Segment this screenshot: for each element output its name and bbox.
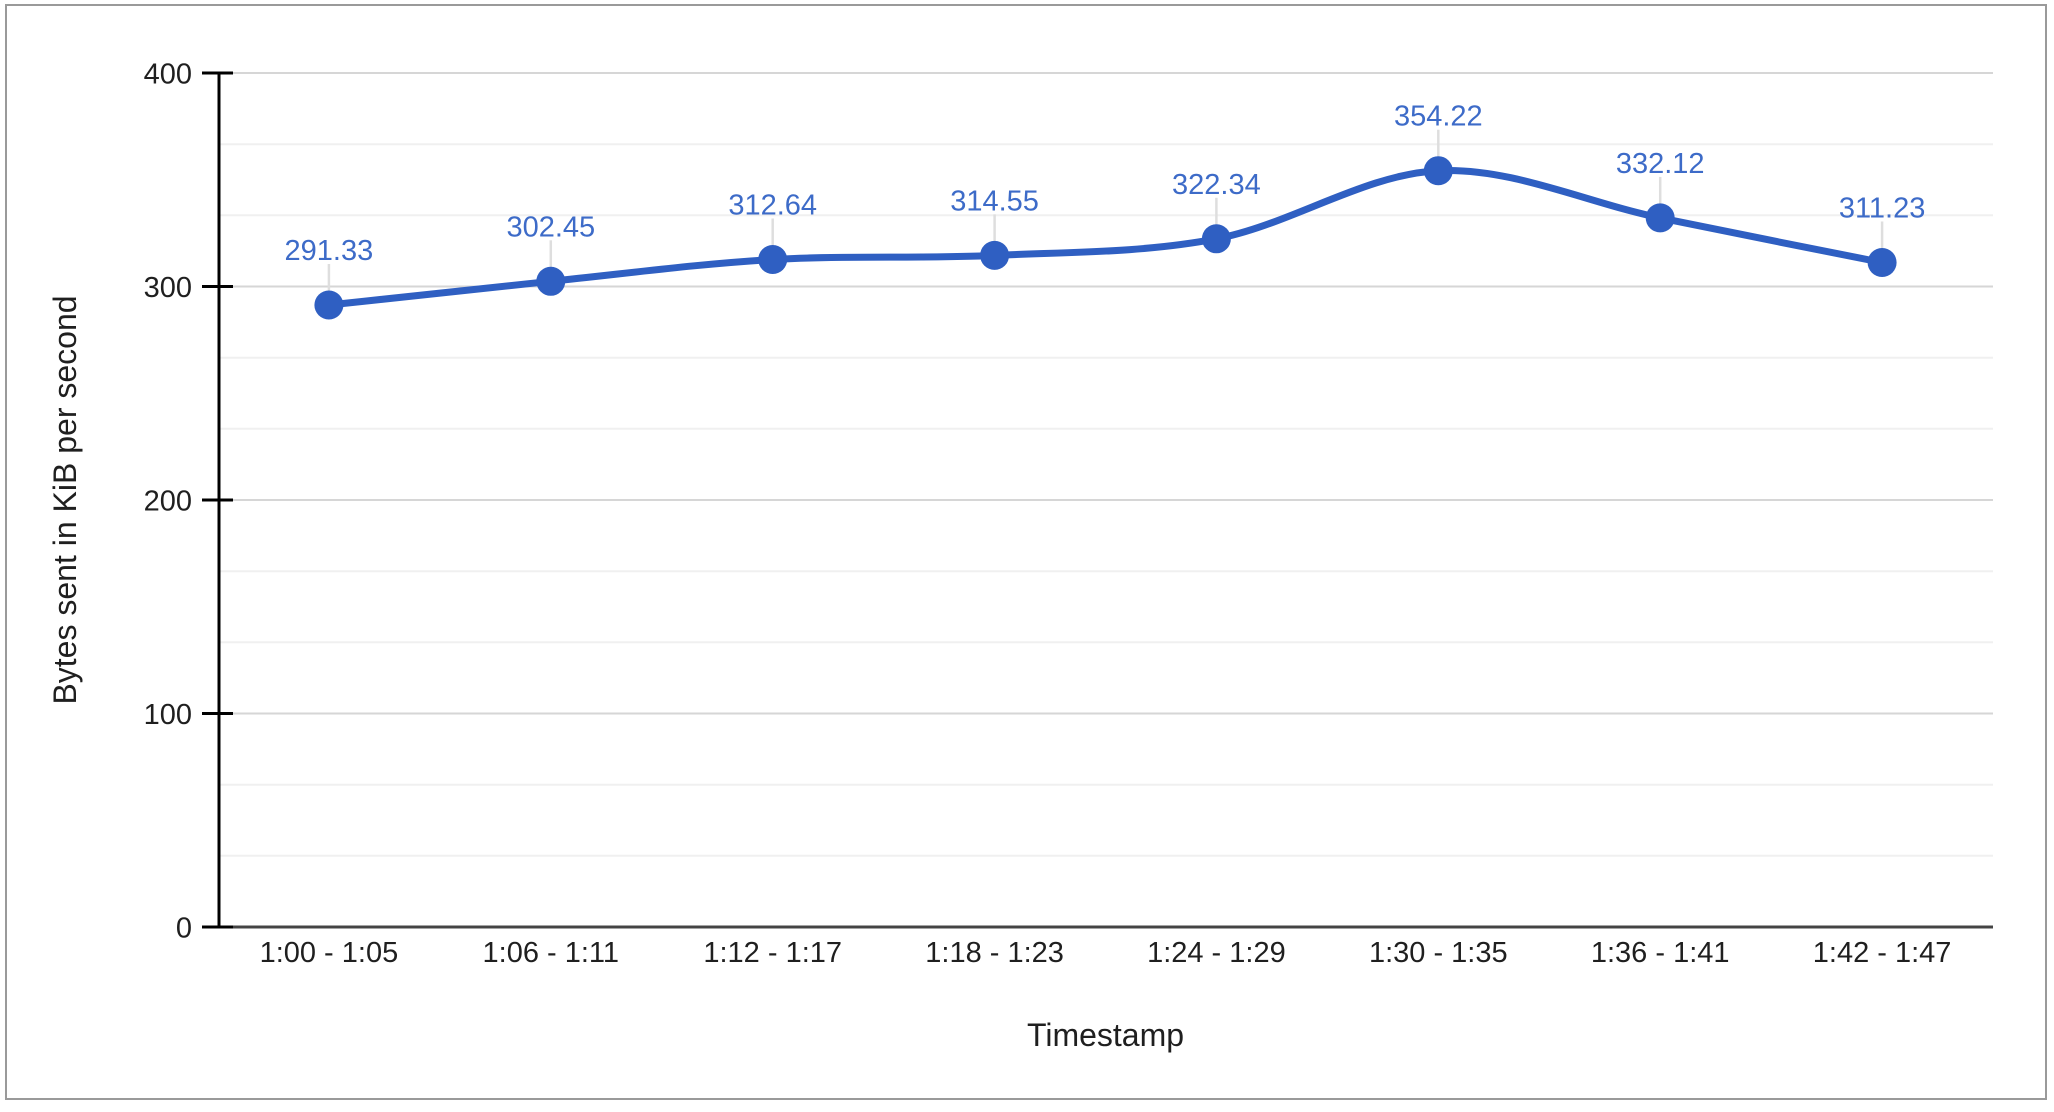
x-tick-label: 1:36 - 1:41 — [1591, 937, 1730, 969]
x-tick-label: 1:00 - 1:05 — [260, 937, 399, 969]
point-value-label: 291.33 — [285, 235, 374, 267]
series-points — [314, 156, 1897, 320]
data-point[interactable] — [1867, 248, 1897, 277]
data-point[interactable] — [1423, 156, 1453, 186]
x-tick-label: 1:06 - 1:11 — [483, 937, 620, 969]
point-value-label: 312.64 — [728, 190, 817, 222]
point-value-label: 314.55 — [950, 185, 1039, 217]
data-point[interactable] — [980, 240, 1010, 270]
series-line — [325, 167, 1886, 309]
chart-outer-border — [5, 4, 2047, 1100]
data-point[interactable] — [1201, 224, 1231, 254]
data-point[interactable] — [758, 245, 788, 274]
x-tick-label: 1:30 - 1:35 — [1369, 937, 1508, 969]
x-tick-label: 1:18 - 1:23 — [925, 937, 1064, 969]
point-value-label: 311.23 — [1839, 193, 1926, 225]
point-value-label: 302.45 — [506, 211, 595, 243]
x-tick-label: 1:12 - 1:17 — [703, 937, 842, 969]
point-value-label: 354.22 — [1394, 101, 1483, 133]
data-point[interactable] — [536, 266, 566, 296]
y-tick-label: 200 — [144, 485, 192, 517]
x-axis-title: Timestamp — [1027, 1017, 1184, 1053]
minor-gridlines — [218, 143, 1993, 857]
y-axis: 400 300 200 100 0 — [144, 58, 233, 944]
x-tick-label: 1:24 - 1:29 — [1147, 937, 1286, 969]
point-labels: 291.33 302.45 312.64 314.55 322.34 354.22 332.… — [285, 101, 1926, 267]
data-point[interactable] — [314, 290, 344, 320]
x-tick-label: 1:42 - 1:47 — [1813, 937, 1952, 969]
point-value-label: 332.12 — [1616, 148, 1705, 180]
y-tick-label: 300 — [144, 272, 192, 304]
y-tick-label: 100 — [144, 699, 192, 731]
point-label-stems — [327, 129, 1884, 295]
y-tick-label: 400 — [144, 58, 192, 90]
y-tick-label: 0 — [176, 912, 192, 944]
y-axis-title: Bytes sent in KiB per second — [47, 295, 83, 704]
point-value-label: 322.34 — [1172, 169, 1261, 201]
x-axis: 1:00 - 1:05 1:06 - 1:11 1:12 - 1:17 1:18 - … — [260, 937, 1952, 969]
data-point[interactable] — [1645, 203, 1675, 233]
major-gridlines — [218, 72, 1993, 929]
